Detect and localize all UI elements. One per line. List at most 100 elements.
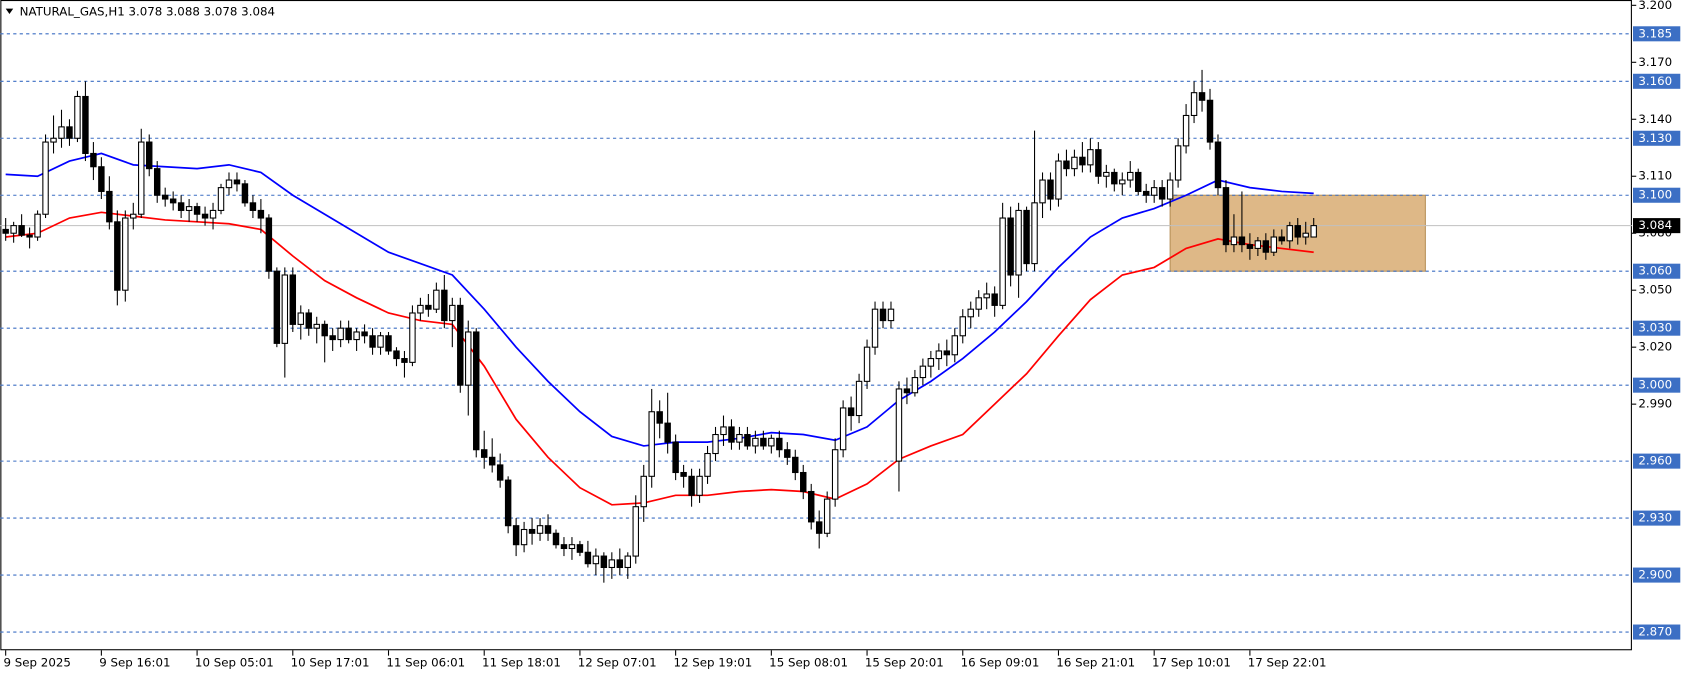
candle-body: [1063, 160, 1070, 170]
level-label-box: [1633, 624, 1681, 640]
level-label: 2.900: [1638, 568, 1672, 582]
candle-body: [680, 471, 687, 477]
candle-body: [433, 289, 440, 310]
candle-body: [704, 452, 711, 477]
candle-body: [752, 437, 759, 447]
candle-body: [401, 358, 408, 363]
candle-body: [1055, 160, 1062, 200]
y-tick-label: 3.170: [1638, 55, 1672, 69]
level-label: 3.100: [1638, 188, 1672, 202]
candle-body: [600, 555, 608, 569]
candle-body: [847, 407, 855, 417]
x-tick-label: 17 Sep 22:01: [1248, 656, 1327, 670]
level-label-box: [1633, 187, 1681, 203]
candle-body: [624, 555, 632, 569]
level-label: 3.000: [1638, 378, 1672, 392]
candle-body: [225, 179, 233, 189]
candle-body: [1278, 236, 1286, 242]
x-tick-label: 9 Sep 2025: [4, 656, 71, 670]
x-tick-label: 16 Sep 21:01: [1056, 656, 1135, 670]
candle-body: [672, 441, 679, 474]
candle-body: [632, 506, 639, 557]
candle-body: [193, 206, 201, 215]
candle-body: [1246, 244, 1254, 249]
x-tick-label: 12 Sep 19:01: [673, 656, 752, 670]
candle-body: [1150, 187, 1158, 196]
candle-body: [385, 335, 392, 352]
x-tick-label: 16 Sep 09:01: [961, 656, 1040, 670]
candle-body: [967, 308, 974, 318]
level-label-box: [1633, 377, 1681, 393]
candle-body: [776, 437, 783, 451]
candle-body: [1079, 156, 1086, 166]
candle-body: [1222, 187, 1230, 246]
candle-body: [361, 331, 368, 337]
candle-body: [760, 437, 767, 447]
candle-body: [1039, 179, 1046, 204]
level-label-box: [1633, 130, 1681, 146]
candle-body: [496, 464, 504, 481]
candle-body: [473, 331, 480, 451]
candle-body: [1135, 171, 1142, 192]
candle-body: [688, 475, 695, 496]
candle-body: [1238, 236, 1246, 246]
candle-body: [879, 308, 887, 322]
candle-body: [281, 274, 289, 344]
candle-body: [903, 388, 911, 394]
candle-body: [1031, 202, 1038, 265]
candle-body: [1286, 225, 1293, 242]
plot-frame: [0, 0, 1632, 651]
x-tick-label: 11 Sep 06:01: [386, 656, 465, 670]
candle-body: [831, 449, 839, 500]
level-label: 3.060: [1638, 264, 1672, 278]
level-label: 3.160: [1638, 74, 1672, 88]
candle-body: [209, 209, 217, 219]
level-label: 3.130: [1638, 131, 1672, 145]
level-label-box: [1633, 510, 1681, 526]
level-label-box: [1633, 263, 1681, 279]
y-tick-label: 3.110: [1638, 169, 1672, 183]
candle-body: [991, 293, 998, 306]
candle-body: [728, 426, 735, 443]
candle-body: [584, 551, 592, 565]
candle-body: [417, 304, 424, 314]
candle-body: [887, 308, 895, 322]
candle-body: [114, 221, 121, 291]
candle-body: [1310, 225, 1317, 238]
candle-body: [377, 335, 384, 348]
ma-layer: [5, 152, 1314, 506]
candle-body: [297, 312, 304, 325]
candle-body: [1254, 240, 1262, 249]
candle-body: [911, 377, 919, 394]
axis-layer: 3.2003.1703.1403.1103.0803.0503.0202.990…: [4, 0, 1681, 670]
chart-title: NATURAL_GAS,H1 3.078 3.088 3.078 3.084: [20, 4, 275, 18]
candle-body: [50, 137, 57, 143]
candle-body: [305, 312, 312, 329]
candle-body: [1302, 232, 1309, 238]
x-tick-label: 11 Sep 18:01: [482, 656, 561, 670]
candle-body: [1095, 149, 1102, 177]
candle-body: [201, 213, 209, 219]
candle-body: [353, 331, 360, 341]
level-label: 2.960: [1638, 454, 1672, 468]
candle-body: [146, 141, 153, 170]
candle-body: [58, 126, 65, 139]
candle-body: [369, 335, 376, 348]
candle-body: [233, 179, 241, 185]
last-price-box: [1633, 218, 1681, 234]
candle-body: [321, 323, 328, 337]
candle-body: [736, 433, 743, 443]
candle-body: [10, 225, 17, 234]
candle-body: [1206, 99, 1214, 143]
level-label: 2.930: [1638, 511, 1672, 525]
candle-body: [1127, 171, 1134, 181]
candle-body: [592, 555, 600, 565]
x-tick-label: 12 Sep 07:01: [578, 656, 657, 670]
candle-body: [18, 225, 25, 236]
level-label-box: [1633, 453, 1681, 469]
candle-body: [696, 475, 703, 496]
candle-body: [217, 187, 225, 211]
candle-body: [520, 528, 528, 546]
candle-body: [66, 126, 73, 139]
